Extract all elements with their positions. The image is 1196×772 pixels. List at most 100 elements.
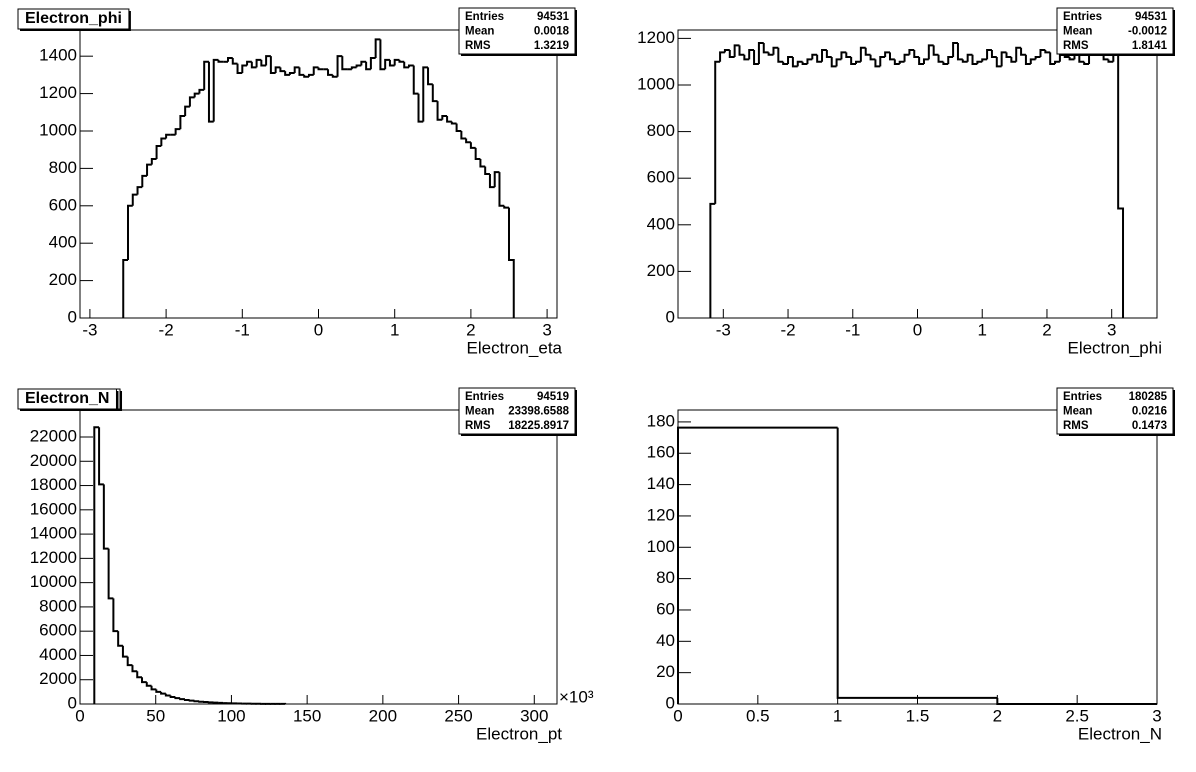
histogram-bin xyxy=(131,193,138,206)
histogram-bin xyxy=(1107,59,1114,63)
histogram-bin xyxy=(250,61,257,69)
y-tick-label: 800 xyxy=(49,158,77,177)
histogram-bin xyxy=(816,54,823,63)
histogram-bin xyxy=(469,142,476,149)
y-tick-label: 22000 xyxy=(30,426,77,445)
histogram-bin xyxy=(1000,51,1007,67)
histogram-bin xyxy=(825,50,832,59)
histogram-bin xyxy=(981,58,988,62)
histogram-bin xyxy=(460,130,467,140)
histogram-bin xyxy=(198,88,205,94)
histogram-bin xyxy=(393,58,400,66)
histogram-bin xyxy=(723,49,730,53)
y-tick-label: 600 xyxy=(49,195,77,214)
histogram-bin xyxy=(365,61,371,71)
histogram-bin xyxy=(188,96,195,107)
histogram-bin xyxy=(121,645,128,658)
y-tick-label: 12000 xyxy=(30,548,77,567)
histogram-bin xyxy=(341,56,348,71)
y-tick-label: 18000 xyxy=(30,475,77,494)
histogram-bin xyxy=(422,66,429,122)
histogram-bin xyxy=(127,204,133,261)
y-tick-label: 600 xyxy=(647,168,675,187)
histogram-bin xyxy=(908,49,915,55)
histogram-bin xyxy=(806,58,813,65)
stats-box: Entries 94531 Mean 0.0018 RMS 1.3219 xyxy=(458,7,577,56)
stats-label: Mean xyxy=(465,26,494,38)
histogram-bin xyxy=(714,60,721,204)
histogram-bin xyxy=(427,67,433,86)
histogram-bin xyxy=(942,61,949,66)
histogram-bin xyxy=(255,58,262,68)
stats-value: 0.0018 xyxy=(534,26,570,38)
x-tick-label: 2 xyxy=(1042,320,1051,339)
y-tick-label: 4000 xyxy=(39,645,77,664)
plot-frame xyxy=(677,409,1158,705)
histogram-bin xyxy=(869,54,876,61)
x-tick-label: 1 xyxy=(390,320,399,339)
histogram-bin xyxy=(441,115,448,120)
y-tick-label: 20000 xyxy=(30,451,77,470)
y-tick-label: 10000 xyxy=(30,572,77,591)
histogram-bin xyxy=(193,700,200,703)
histogram-bin xyxy=(360,60,367,66)
x-tick-label: 0 xyxy=(75,706,84,725)
title-box: Electron_phi xyxy=(17,8,131,31)
histogram-bin xyxy=(307,73,314,77)
y-tick-label: 0 xyxy=(666,307,675,326)
histogram-bin xyxy=(293,66,300,74)
y-tick-label: 160 xyxy=(647,443,675,462)
x-tick-label: -3 xyxy=(82,320,97,339)
histogram-bin xyxy=(947,56,954,65)
histogram-bin xyxy=(141,677,147,684)
x-tick-label: 0.5 xyxy=(746,706,770,725)
stats-background xyxy=(1056,387,1174,435)
histogram-bin xyxy=(952,42,958,58)
stats-label: RMS xyxy=(465,40,491,52)
stats-label: Entries xyxy=(465,11,504,23)
stats-value: 94531 xyxy=(1135,11,1168,23)
histogram-bin xyxy=(98,427,104,486)
histogram-bin xyxy=(246,60,252,66)
histogram-bin xyxy=(859,46,866,62)
histogram-bin xyxy=(757,42,764,65)
stats-box: Entries 94519 Mean 23398.6588 RMS 18225.8917 xyxy=(458,387,577,436)
y-tick-label: 1200 xyxy=(637,28,675,47)
y-tick-label: 16000 xyxy=(30,499,77,518)
x-tick-label: 3 xyxy=(542,320,551,339)
histogram-bin xyxy=(155,689,162,693)
histogram-bin xyxy=(174,128,181,135)
histogram-bin xyxy=(927,44,934,60)
histogram-bin xyxy=(155,144,162,160)
histogram-bin xyxy=(102,484,109,550)
x-tick-label: 250 xyxy=(444,706,472,725)
histogram-bin xyxy=(126,656,133,667)
y-tick-label: 400 xyxy=(49,233,77,252)
histogram-bin xyxy=(961,59,968,63)
histogram-bin xyxy=(498,172,505,207)
histogram-bin xyxy=(1068,57,1075,61)
stats-value: 94531 xyxy=(537,11,570,23)
stats-value: 94519 xyxy=(537,391,569,403)
histogram-bin xyxy=(455,123,462,132)
histogram-bin xyxy=(922,58,929,65)
x-tick-label: 0 xyxy=(913,320,922,339)
histogram-bin xyxy=(753,50,759,66)
y-tick-label: 8000 xyxy=(39,596,77,615)
stats-value: 18225.8917 xyxy=(508,420,569,432)
x-tick-label: 150 xyxy=(293,706,321,725)
histogram-bin xyxy=(284,71,290,76)
histogram-bin xyxy=(379,39,386,71)
y-tick-label: 6000 xyxy=(39,621,77,640)
x-tick-label: -1 xyxy=(235,320,250,339)
stats-label: Mean xyxy=(465,406,494,418)
histogram-bin xyxy=(743,54,750,61)
histogram-bin xyxy=(374,38,381,59)
histogram-bin xyxy=(165,133,171,139)
histogram-bin xyxy=(796,60,803,67)
histogram-bin xyxy=(107,548,114,600)
histogram-bin xyxy=(241,64,248,74)
histogram-bin xyxy=(141,174,148,188)
histogram-bin xyxy=(331,74,338,78)
histogram-bin xyxy=(212,58,219,122)
